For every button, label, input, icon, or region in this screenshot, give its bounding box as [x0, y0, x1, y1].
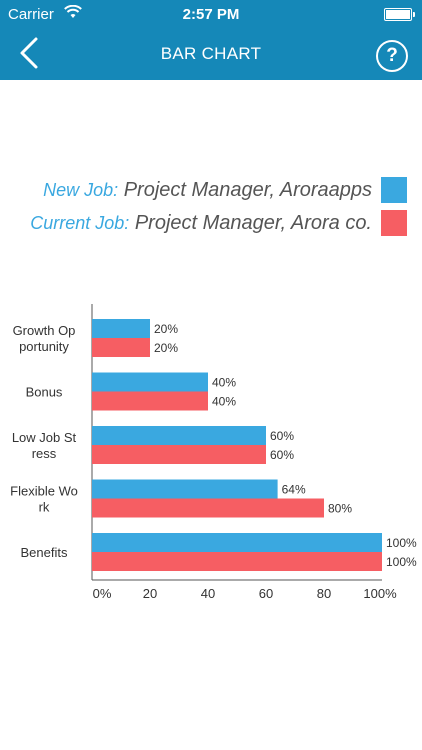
data-label: 40%	[212, 376, 236, 390]
data-label: 64%	[282, 483, 306, 497]
back-button[interactable]	[14, 36, 44, 70]
legend-current-job-key: Current Job:	[30, 213, 130, 233]
data-label: 60%	[270, 448, 294, 462]
legend-current-job-swatch	[381, 210, 407, 236]
bar-new-job	[92, 319, 150, 338]
bar-new-job	[92, 426, 266, 445]
data-label: 100%	[386, 555, 417, 569]
x-tick-label: 80	[317, 586, 331, 601]
bar-new-job	[92, 372, 208, 392]
data-label: 60%	[270, 429, 294, 443]
data-label: 20%	[154, 322, 178, 336]
y-tick-label: Bonus	[26, 385, 63, 400]
y-tick-label: Benefits	[21, 545, 68, 560]
y-tick-label: Low Job St ress	[12, 430, 77, 461]
help-button[interactable]: ?	[376, 40, 408, 72]
carrier-label: Carrier	[8, 6, 54, 23]
clock: 2:57 PM	[182, 6, 240, 23]
legend-current-job-value: Project Manager, Arora co.	[134, 212, 372, 234]
legend-new-job: New Job: Project Manager, Aroraapps	[0, 177, 422, 205]
bar-new-job	[92, 533, 382, 552]
data-label: 20%	[154, 341, 178, 355]
bar-current-job	[92, 338, 150, 357]
legend-current-job-text: Current Job: Project Manager, Arora co.	[30, 212, 372, 235]
x-tick-label: 100%	[363, 586, 397, 601]
data-label: 100%	[386, 536, 417, 550]
x-tick-label: 40	[201, 586, 215, 601]
x-tick-label: 60	[259, 586, 273, 601]
status-bar: Carrier 2:57 PM	[0, 0, 422, 28]
bar-current-job	[92, 445, 266, 464]
bar-current-job	[92, 391, 208, 411]
legend-new-job-key: New Job:	[43, 180, 119, 200]
data-label: 80%	[328, 502, 352, 516]
navigation-bar: Carrier 2:57 PM BAR CHART ?	[0, 0, 422, 80]
battery-icon	[384, 8, 415, 21]
y-tick-label: Growth Op portunity	[13, 323, 76, 354]
bar-chart: Growth Op portunity 20% 20% Bonus 40% 40% Low J…	[10, 304, 417, 601]
x-tick-label: 20	[143, 586, 157, 601]
legend-new-job-text: New Job: Project Manager, Aroraapps	[43, 179, 372, 202]
bar-new-job	[92, 479, 278, 499]
data-label: 40%	[212, 395, 236, 409]
bar-current-job	[92, 498, 324, 518]
wifi-icon	[64, 5, 82, 18]
y-tick-label: Flexible Wo rk	[10, 484, 78, 515]
legend-current-job: Current Job: Project Manager, Arora co.	[0, 210, 422, 238]
x-tick-label: 0%	[93, 586, 112, 601]
bar-current-job	[92, 552, 382, 571]
legend-new-job-swatch	[381, 177, 407, 203]
legend-new-job-value: Project Manager, Aroraapps	[123, 179, 372, 201]
page-title: BAR CHART	[160, 44, 262, 63]
